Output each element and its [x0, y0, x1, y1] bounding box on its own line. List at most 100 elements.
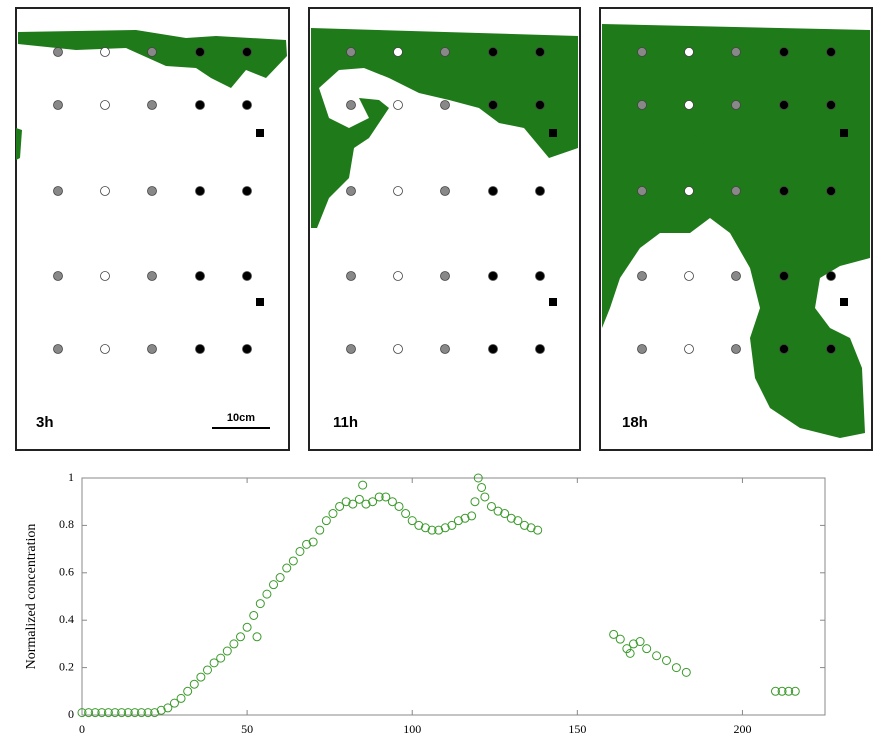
sensor: [243, 272, 252, 281]
sensor: [196, 187, 205, 196]
sensor: [196, 101, 205, 110]
sensor: [394, 345, 403, 354]
sensor: [54, 101, 63, 110]
sensor: [347, 345, 356, 354]
point: [203, 666, 211, 674]
plot-area: [82, 478, 825, 715]
point: [471, 498, 479, 506]
sensor: [827, 345, 836, 354]
y-tick-label: 0.6: [59, 565, 74, 579]
sensor: [394, 48, 403, 57]
sensor: [196, 345, 205, 354]
point: [289, 557, 297, 565]
sensor: [780, 187, 789, 196]
sensor: [54, 48, 63, 57]
sensor: [54, 272, 63, 281]
point: [223, 647, 231, 655]
sensor: [536, 101, 545, 110]
sensor: [685, 101, 694, 110]
point: [682, 668, 690, 676]
point: [243, 623, 251, 631]
sensor: [394, 187, 403, 196]
sensor: [101, 101, 110, 110]
point: [276, 574, 284, 582]
point: [256, 600, 264, 608]
sensor: [732, 101, 741, 110]
x-tick-label: 100: [403, 722, 421, 736]
sensor: [489, 272, 498, 281]
y-axis-label: Normalized concentration: [24, 524, 39, 670]
sensor: [780, 101, 789, 110]
sensor: [780, 272, 789, 281]
sensor: [394, 101, 403, 110]
sensor: [148, 345, 157, 354]
sensor: [536, 48, 545, 57]
sensor: [394, 272, 403, 281]
x-tick-label: 200: [733, 722, 751, 736]
point: [190, 680, 198, 688]
sensor: [638, 187, 647, 196]
sensor: [148, 101, 157, 110]
point: [177, 694, 185, 702]
point: [653, 652, 661, 660]
sensor: [638, 48, 647, 57]
sensor: [732, 272, 741, 281]
sensor: [685, 345, 694, 354]
sensor: [441, 48, 450, 57]
sensor: [148, 48, 157, 57]
sensor-square: [549, 298, 557, 306]
sensor: [441, 272, 450, 281]
sensor: [536, 272, 545, 281]
sensor: [54, 345, 63, 354]
sensor: [732, 48, 741, 57]
sensor: [347, 48, 356, 57]
sensor: [243, 48, 252, 57]
x-tick-label: 50: [241, 722, 253, 736]
sensor: [685, 48, 694, 57]
panel-label: 18h: [622, 414, 648, 431]
sensor: [148, 272, 157, 281]
sensor: [196, 272, 205, 281]
point: [643, 645, 651, 653]
sensor: [827, 101, 836, 110]
point: [316, 526, 324, 534]
point: [359, 481, 367, 489]
sensor-square: [840, 298, 848, 306]
sensor: [536, 187, 545, 196]
point: [616, 635, 624, 643]
point: [395, 502, 403, 510]
figure: 3h 10cm 11h 18h 00.20.40.60.810501001502…: [0, 0, 873, 737]
point: [197, 673, 205, 681]
panel-label: 3h: [36, 414, 54, 431]
y-tick-label: 0.2: [59, 659, 74, 673]
y-tick-label: 0: [68, 707, 74, 721]
sensor: [101, 187, 110, 196]
sensor: [780, 345, 789, 354]
sensor: [441, 187, 450, 196]
panel-18h: 18h: [600, 8, 872, 450]
point: [296, 547, 304, 555]
panel-3h: 3h 10cm: [16, 8, 289, 450]
sensor-square: [840, 129, 848, 137]
sensor: [243, 187, 252, 196]
sensor: [441, 101, 450, 110]
panel-11h: 11h: [309, 8, 580, 450]
sensor: [489, 187, 498, 196]
sensor: [101, 345, 110, 354]
point: [237, 633, 245, 641]
sensor: [780, 48, 789, 57]
sensor: [489, 48, 498, 57]
sensor: [101, 48, 110, 57]
sensor: [196, 48, 205, 57]
sensor-square: [256, 298, 264, 306]
sensor: [827, 272, 836, 281]
point: [230, 640, 238, 648]
sensor: [732, 345, 741, 354]
point: [672, 664, 680, 672]
y-tick-label: 0.4: [59, 612, 74, 626]
sensor: [638, 101, 647, 110]
panels: 3h 10cm 11h 18h: [16, 8, 872, 450]
sensor: [536, 345, 545, 354]
point: [217, 654, 225, 662]
sensor: [732, 187, 741, 196]
